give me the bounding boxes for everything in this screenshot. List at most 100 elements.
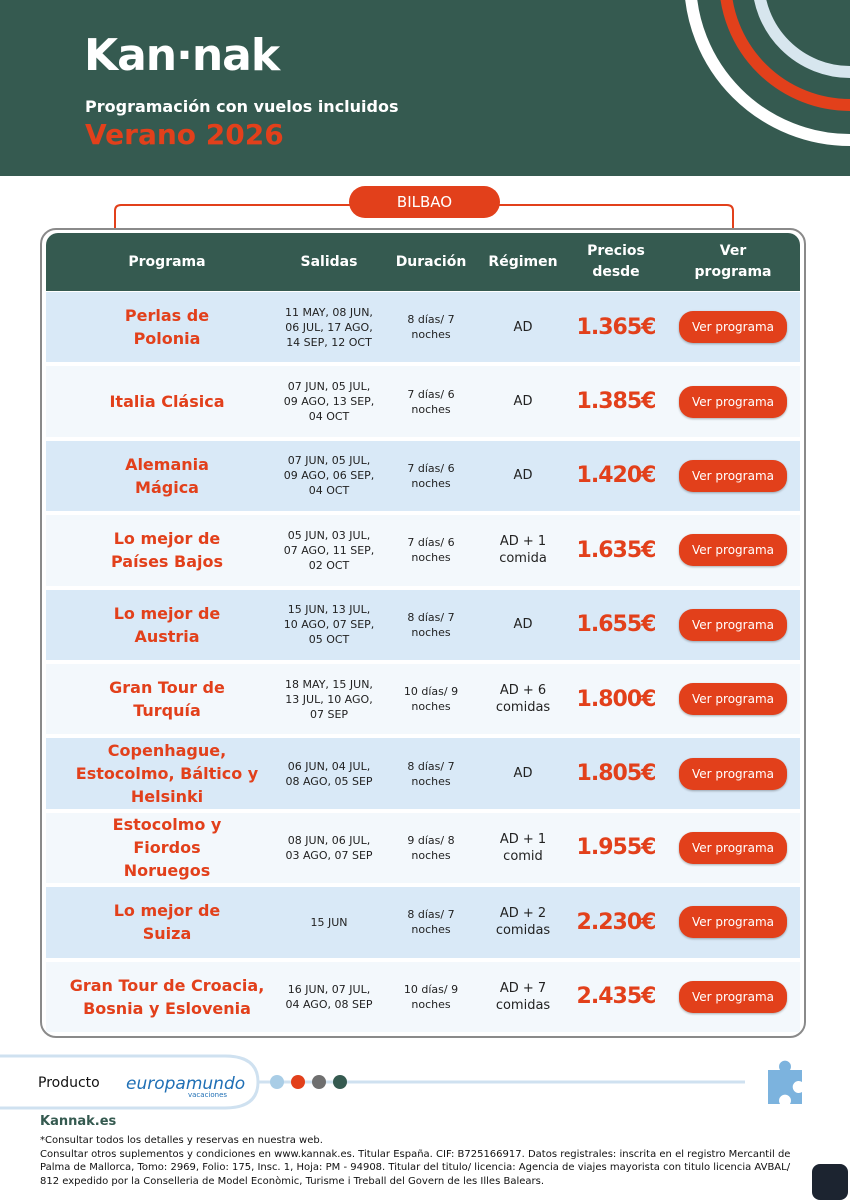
board: AD — [513, 468, 533, 484]
board: AD — [513, 394, 533, 410]
cell: Ver programa — [668, 738, 798, 808]
board: AD — [513, 617, 533, 633]
title: Verano 2026 — [85, 118, 284, 151]
view-button[interactable]: Ver programa — [679, 906, 787, 939]
view-button[interactable]: Ver programa — [679, 757, 787, 790]
departures: 18 MAY, 15 JUN, 13 JUL, 10 AGO, 07 SEP — [285, 677, 373, 721]
table-row: Gran Tour de Turquía 18 MAY, 15 JUN, 13 J… — [46, 664, 800, 735]
program-name: Lo mejor de Austria — [113, 603, 221, 646]
cell: 1.800€ — [568, 664, 664, 734]
cell: Lo mejor de Suiza — [62, 887, 272, 957]
cell: 05 JUN, 03 JUL, 07 AGO, 11 SEP, 02 OCT — [270, 515, 388, 585]
brand: europamundo — [126, 1074, 245, 1094]
cell: AD + 2 comidas — [478, 887, 568, 957]
program-name: Lo mejor de Países Bajos — [110, 529, 224, 572]
program-name: Copenhague, Estocolmo, Báltico y Helsink… — [75, 741, 259, 807]
view-button[interactable]: Ver programa — [679, 311, 787, 344]
cell: Ver programa — [668, 292, 798, 362]
departures: 11 MAY, 08 JUN, 06 JUL, 17 AGO, 14 SEP, … — [285, 305, 373, 349]
header-row: Programa Salidas Duración Régimen Precios de… — [46, 233, 800, 291]
cell: Ver programa — [668, 962, 798, 1032]
cell: 1.955€ — [568, 813, 664, 883]
table: Programa Salidas Duración Régimen Precios de… — [40, 228, 806, 1038]
product-label: Producto — [38, 1075, 100, 1091]
cell: 9 días/ 8 noches — [388, 813, 474, 883]
column-header: Precios desde — [587, 243, 645, 280]
view-button[interactable]: Ver programa — [679, 980, 787, 1013]
view-button[interactable]: Ver programa — [679, 459, 787, 492]
table-row: Lo mejor de Suiza 15 JUN 8 días/ 7 noches A… — [46, 887, 800, 958]
departures: 16 JUN, 07 JUL, 04 AGO, 08 SEP — [285, 982, 373, 1011]
view-button[interactable]: Ver programa — [679, 683, 787, 716]
cell: 1.385€ — [568, 366, 664, 436]
cell: 1.635€ — [568, 515, 664, 585]
table-row: Gran Tour de Croacia, Bosnia y Eslovenia… — [46, 961, 800, 1032]
board: AD — [513, 319, 533, 335]
cell: 07 JUN, 05 JUL, 09 AGO, 13 SEP, 04 OCT — [270, 366, 388, 436]
cell: Ver programa — [668, 813, 798, 883]
program-name: Estocolmo y Fiordos Noruegos — [112, 815, 222, 881]
cell: AD — [478, 441, 568, 511]
view-button[interactable]: Ver programa — [679, 831, 787, 864]
duration: 7 días/ 6 noches — [407, 461, 455, 490]
departures: 07 JUN, 05 JUL, 09 AGO, 13 SEP, 04 OCT — [283, 380, 375, 424]
duration: 7 días/ 6 noches — [407, 387, 455, 416]
cell: 08 JUN, 06 JUL, 03 AGO, 07 SEP — [270, 813, 388, 883]
duration: 8 días/ 7 noches — [407, 610, 455, 639]
duration: 7 días/ 6 noches — [407, 536, 455, 565]
cell: AD — [478, 738, 568, 808]
board: AD + 1 comid — [499, 831, 547, 864]
cell: 18 MAY, 15 JUN, 13 JUL, 10 AGO, 07 SEP — [270, 664, 388, 734]
duration: 8 días/ 7 noches — [407, 759, 455, 788]
cell: 7 días/ 6 noches — [388, 366, 474, 436]
price: 1.805€ — [576, 761, 657, 787]
departures: 08 JUN, 06 JUL, 03 AGO, 07 SEP — [285, 833, 373, 862]
column-header: Duración — [395, 253, 467, 270]
cell: 8 días/ 7 noches — [388, 292, 474, 362]
price: 1.800€ — [576, 686, 657, 712]
table-row: Copenhague, Estocolmo, Báltico y Helsink… — [46, 738, 800, 809]
cell: Gran Tour de Croacia, Bosnia y Eslovenia — [62, 962, 272, 1032]
price: 1.385€ — [576, 389, 657, 415]
cell: Ver programa — [668, 366, 798, 436]
view-button[interactable]: Ver programa — [679, 608, 787, 641]
cell: 06 JUN, 04 JUL, 08 AGO, 05 SEP — [270, 738, 388, 808]
view-button[interactable]: Ver programa — [679, 385, 787, 418]
site: Kannak.es — [40, 1114, 117, 1129]
cell: 15 JUN, 13 JUL, 10 AGO, 07 SEP, 05 OCT — [270, 590, 388, 660]
corner-icon — [812, 1164, 848, 1200]
cell: Alemania Mágica — [62, 441, 272, 511]
price: 1.420€ — [576, 463, 657, 489]
duration: 9 días/ 8 noches — [407, 833, 455, 862]
departures: 15 JUN — [310, 915, 348, 929]
program-name: Gran Tour de Turquía — [109, 678, 225, 721]
footer-band: Producto europamundo vacaciones — [0, 1054, 802, 1110]
program-name: Gran Tour de Croacia, Bosnia y Eslovenia — [69, 975, 265, 1018]
table-row: Lo mejor de Países Bajos 05 JUN, 03 JUL, … — [46, 515, 800, 586]
cell: 8 días/ 7 noches — [388, 590, 474, 660]
cell: Copenhague, Estocolmo, Báltico y Helsink… — [62, 738, 272, 808]
board: AD + 7 comidas — [495, 980, 551, 1013]
note: *Consultar todos los detalles y reservas… — [40, 1135, 323, 1146]
price: 2.435€ — [576, 984, 657, 1010]
cell: 11 MAY, 08 JUN, 06 JUL, 17 AGO, 14 SEP, … — [270, 292, 388, 362]
table-row: Estocolmo y Fiordos Noruegos 08 JUN, 06 J… — [46, 812, 800, 884]
column-header: Salidas — [300, 253, 358, 270]
note: Consultar otros suplementos y condicione… — [40, 1148, 791, 1187]
cell: 1.805€ — [568, 738, 664, 808]
departures: 05 JUN, 03 JUL, 07 AGO, 11 SEP, 02 OCT — [283, 528, 375, 572]
cell: Ver programa — [668, 590, 798, 660]
board: AD + 6 comidas — [495, 683, 551, 716]
departures: 15 JUN, 13 JUL, 10 AGO, 07 SEP, 05 OCT — [283, 603, 375, 647]
column-header: Ver programa — [694, 243, 772, 280]
price: 1.635€ — [576, 537, 657, 563]
cell: Lo mejor de Austria — [62, 590, 272, 660]
view-button[interactable]: Ver programa — [679, 534, 787, 567]
cell: 8 días/ 7 noches — [388, 887, 474, 957]
departures: 07 JUN, 05 JUL, 09 AGO, 06 SEP, 04 OCT — [283, 454, 375, 498]
cell: Perlas de Polonia — [62, 292, 272, 362]
cell: Estocolmo y Fiordos Noruegos — [62, 813, 272, 883]
duration: 8 días/ 7 noches — [407, 313, 455, 342]
table-row: Alemania Mágica 07 JUN, 05 JUL, 09 AGO, 0… — [46, 440, 800, 512]
board: AD + 2 comidas — [495, 906, 551, 939]
